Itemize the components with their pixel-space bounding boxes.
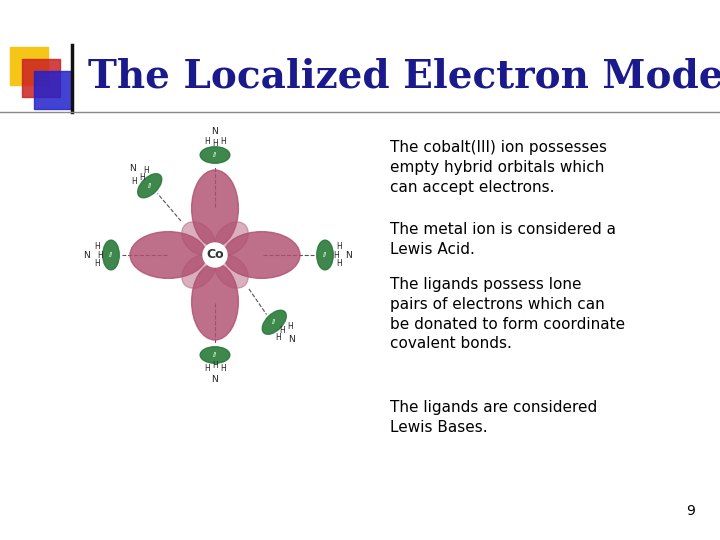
Text: II: II	[213, 352, 217, 358]
Ellipse shape	[262, 310, 287, 334]
Text: II: II	[213, 152, 217, 158]
Text: H: H	[94, 259, 100, 267]
Text: H: H	[212, 361, 218, 370]
Text: II: II	[109, 252, 113, 258]
Text: N: N	[288, 335, 294, 344]
Text: II: II	[323, 252, 327, 258]
Text: N: N	[346, 251, 352, 260]
Ellipse shape	[192, 170, 238, 246]
Ellipse shape	[130, 232, 207, 279]
Bar	[10, 47, 48, 85]
Text: H: H	[139, 173, 145, 183]
Ellipse shape	[192, 264, 238, 340]
Bar	[22, 59, 60, 97]
Text: N: N	[130, 164, 136, 173]
Text: II: II	[148, 183, 152, 188]
Text: Co: Co	[206, 248, 224, 261]
Text: H: H	[333, 251, 339, 260]
Text: H: H	[204, 137, 210, 146]
Ellipse shape	[200, 347, 230, 363]
Ellipse shape	[317, 240, 333, 270]
Ellipse shape	[215, 255, 248, 288]
Text: H: H	[97, 251, 103, 260]
Text: H: H	[220, 364, 226, 373]
Bar	[34, 71, 72, 109]
Ellipse shape	[181, 222, 215, 255]
Text: The ligands are considered
Lewis Bases.: The ligands are considered Lewis Bases.	[390, 400, 598, 435]
Text: 9: 9	[686, 504, 695, 518]
Text: The cobalt(III) ion possesses
empty hybrid orbitals which
can accept electrons.: The cobalt(III) ion possesses empty hybr…	[390, 140, 607, 194]
Circle shape	[203, 243, 227, 267]
Text: H: H	[336, 242, 341, 252]
Text: H: H	[220, 137, 226, 146]
Text: H: H	[276, 333, 282, 342]
Ellipse shape	[103, 240, 120, 270]
Text: The Localized Electron Model: The Localized Electron Model	[88, 58, 720, 96]
Ellipse shape	[200, 147, 230, 163]
Text: H: H	[212, 139, 218, 148]
Text: H: H	[94, 242, 100, 252]
Text: H: H	[279, 326, 285, 335]
Ellipse shape	[223, 232, 300, 279]
Ellipse shape	[181, 255, 215, 288]
Text: H: H	[287, 322, 292, 331]
Text: The metal ion is considered a
Lewis Acid.: The metal ion is considered a Lewis Acid…	[390, 222, 616, 257]
Text: The ligands possess lone
pairs of electrons which can
be donated to form coordin: The ligands possess lone pairs of electr…	[390, 277, 625, 352]
Ellipse shape	[215, 222, 248, 255]
Ellipse shape	[138, 174, 162, 198]
Text: H: H	[143, 166, 148, 175]
Text: H: H	[132, 177, 138, 186]
Text: H: H	[204, 364, 210, 373]
Text: N: N	[212, 375, 218, 383]
Text: N: N	[84, 251, 91, 260]
Text: N: N	[212, 126, 218, 136]
Text: II: II	[272, 319, 276, 325]
Text: H: H	[336, 259, 341, 267]
